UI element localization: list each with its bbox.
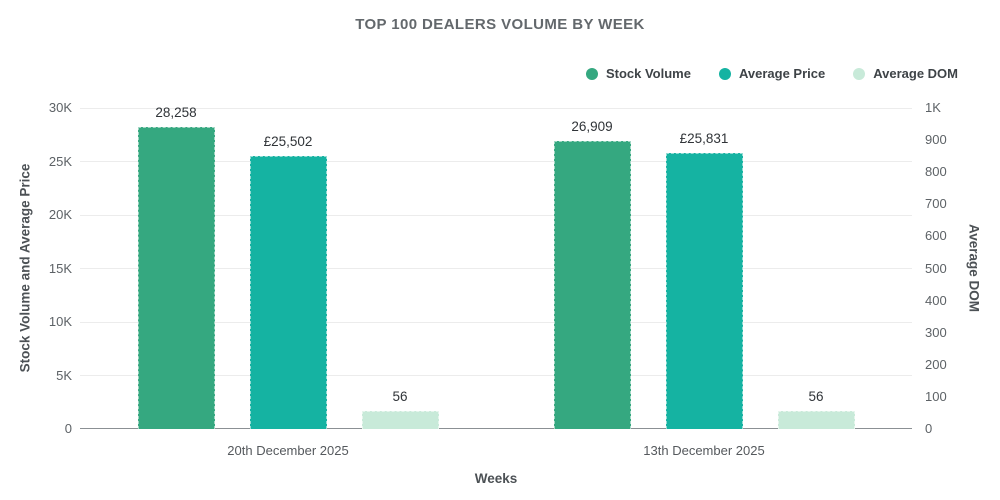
bar-average-dom[interactable] (361, 411, 439, 429)
bar-average-dom[interactable] (777, 411, 855, 429)
legend-item-stock-volume[interactable]: Stock Volume (585, 66, 691, 81)
right-axis-tick: 300 (925, 324, 947, 340)
right-axis-tick: 800 (925, 164, 947, 180)
left-axis-tick: 0 (64, 421, 72, 436)
gridline (80, 375, 912, 376)
x-axis-title: Weeks (474, 471, 518, 486)
bar-value-label: 56 (392, 389, 408, 405)
legend-item-label: Average Price (738, 66, 826, 81)
right-axis-tick: 700 (925, 196, 947, 212)
bar-value-label: £25,831 (679, 130, 729, 146)
chart-title: TOP 100 DEALERS VOLUME BY WEEK (355, 16, 645, 33)
legend-dot-icon (853, 67, 866, 80)
bar-value-label: £25,502 (263, 134, 313, 150)
right-axis-tick: 0 (925, 421, 933, 436)
legend-item-label: Average DOM (873, 66, 958, 81)
plot-area: 28,258 £25,502 56 26,909 £25,831 56 (80, 104, 912, 429)
legend-dot-icon (718, 67, 731, 80)
legend-item-label: Stock Volume (605, 66, 691, 81)
right-axis-tick: 900 (925, 132, 947, 148)
left-axis-tick: 10K (48, 314, 72, 329)
left-axis-tick: 25K (48, 153, 72, 169)
gridline (80, 321, 912, 323)
bar-value-label: 28,258 (155, 104, 197, 120)
legend: Stock Volume Average Price Average DOM (585, 66, 958, 81)
left-axis-tick: 5K (56, 367, 72, 383)
left-axis-tick: 30K (48, 100, 72, 115)
right-axis-tick: 200 (925, 356, 947, 372)
gridline (80, 268, 912, 269)
legend-dot-icon (585, 67, 598, 80)
bar-stock-volume[interactable] (553, 141, 631, 429)
gridline (80, 107, 912, 109)
right-axis-tick: 400 (925, 292, 947, 308)
right-axis-tick: 500 (925, 260, 947, 276)
right-axis-tick: 600 (925, 228, 947, 244)
x-category-label: 20th December 2025 (227, 443, 349, 458)
bar-value-label: 56 (808, 389, 824, 405)
bar-average-price[interactable] (665, 152, 743, 429)
left-axis-tick: 20K (48, 207, 72, 222)
bar-value-label: 26,909 (571, 119, 613, 135)
x-axis-line (80, 427, 912, 429)
right-axis-tick: 100 (925, 388, 947, 404)
gridline (80, 161, 912, 162)
legend-item-average-dom[interactable]: Average DOM (853, 66, 958, 81)
left-axis-tick: 15K (48, 260, 72, 276)
right-axis-tick: 1K (925, 100, 941, 115)
bar-stock-volume[interactable] (137, 126, 215, 429)
right-axis-title: Average DOM (966, 223, 982, 313)
x-category-label: 13th December 2025 (643, 443, 765, 458)
bar-average-price[interactable] (249, 156, 327, 429)
gridline (80, 214, 912, 216)
legend-item-average-price[interactable]: Average Price (718, 66, 826, 81)
